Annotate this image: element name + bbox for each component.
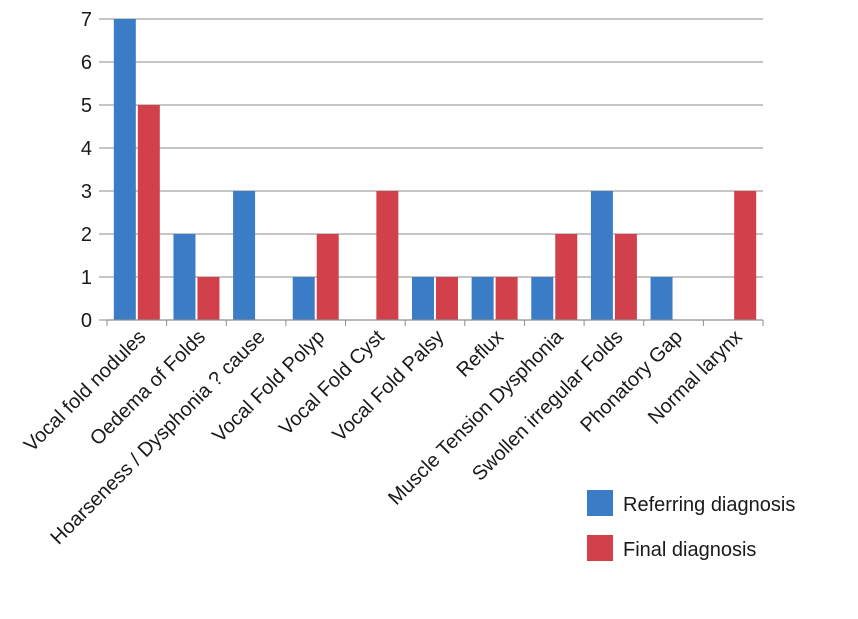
legend-label: Final diagnosis	[623, 539, 756, 561]
bar-final	[197, 277, 220, 320]
x-axis	[106, 319, 764, 326]
y-tick-label: 4	[81, 138, 92, 160]
legend-swatch-final	[587, 535, 613, 561]
bar-final	[376, 191, 399, 320]
x-tick-label: Vocal Fold Polyp	[208, 326, 329, 447]
y-tick-label: 7	[81, 9, 92, 31]
legend: Referring diagnosis Final diagnosis	[587, 490, 795, 561]
y-axis-ticks: 0 1 2 3 4 5 6 7	[81, 9, 92, 332]
legend-swatch-referring	[587, 490, 613, 516]
bar-referring	[292, 277, 315, 320]
bar-referring	[233, 191, 256, 320]
bar-referring	[113, 19, 136, 320]
x-tick-label: Vocal Fold Palsy	[328, 326, 448, 446]
x-tick-label: Phonatory Gap	[576, 326, 687, 437]
x-tick-label: Vocal Fold Cyst	[275, 326, 389, 440]
bar-referring	[531, 277, 554, 320]
bar-referring	[412, 277, 434, 320]
bar-final	[734, 191, 757, 320]
y-tick-label: 2	[81, 224, 92, 246]
gridlines	[99, 18, 763, 321]
bar-final	[316, 234, 339, 320]
y-tick-label: 0	[81, 310, 92, 332]
bars	[113, 19, 757, 320]
y-tick-label: 3	[81, 181, 92, 203]
y-tick-label: 1	[81, 267, 92, 289]
legend-label: Referring diagnosis	[623, 494, 795, 516]
bar-referring	[590, 191, 613, 320]
bar-referring	[650, 277, 673, 320]
x-tick-label: Reflux	[453, 326, 509, 382]
bar-final	[495, 277, 518, 320]
y-tick-label: 5	[81, 95, 92, 117]
bar-referring	[173, 234, 196, 320]
bar-referring	[471, 277, 494, 320]
bar-final	[436, 277, 458, 320]
bar-final	[137, 105, 160, 320]
x-tick-label: Hoarseness / Dysphonia ? cause	[47, 326, 270, 549]
bar-final	[614, 234, 637, 320]
y-tick-label: 6	[81, 52, 92, 74]
bar-final	[555, 234, 578, 320]
